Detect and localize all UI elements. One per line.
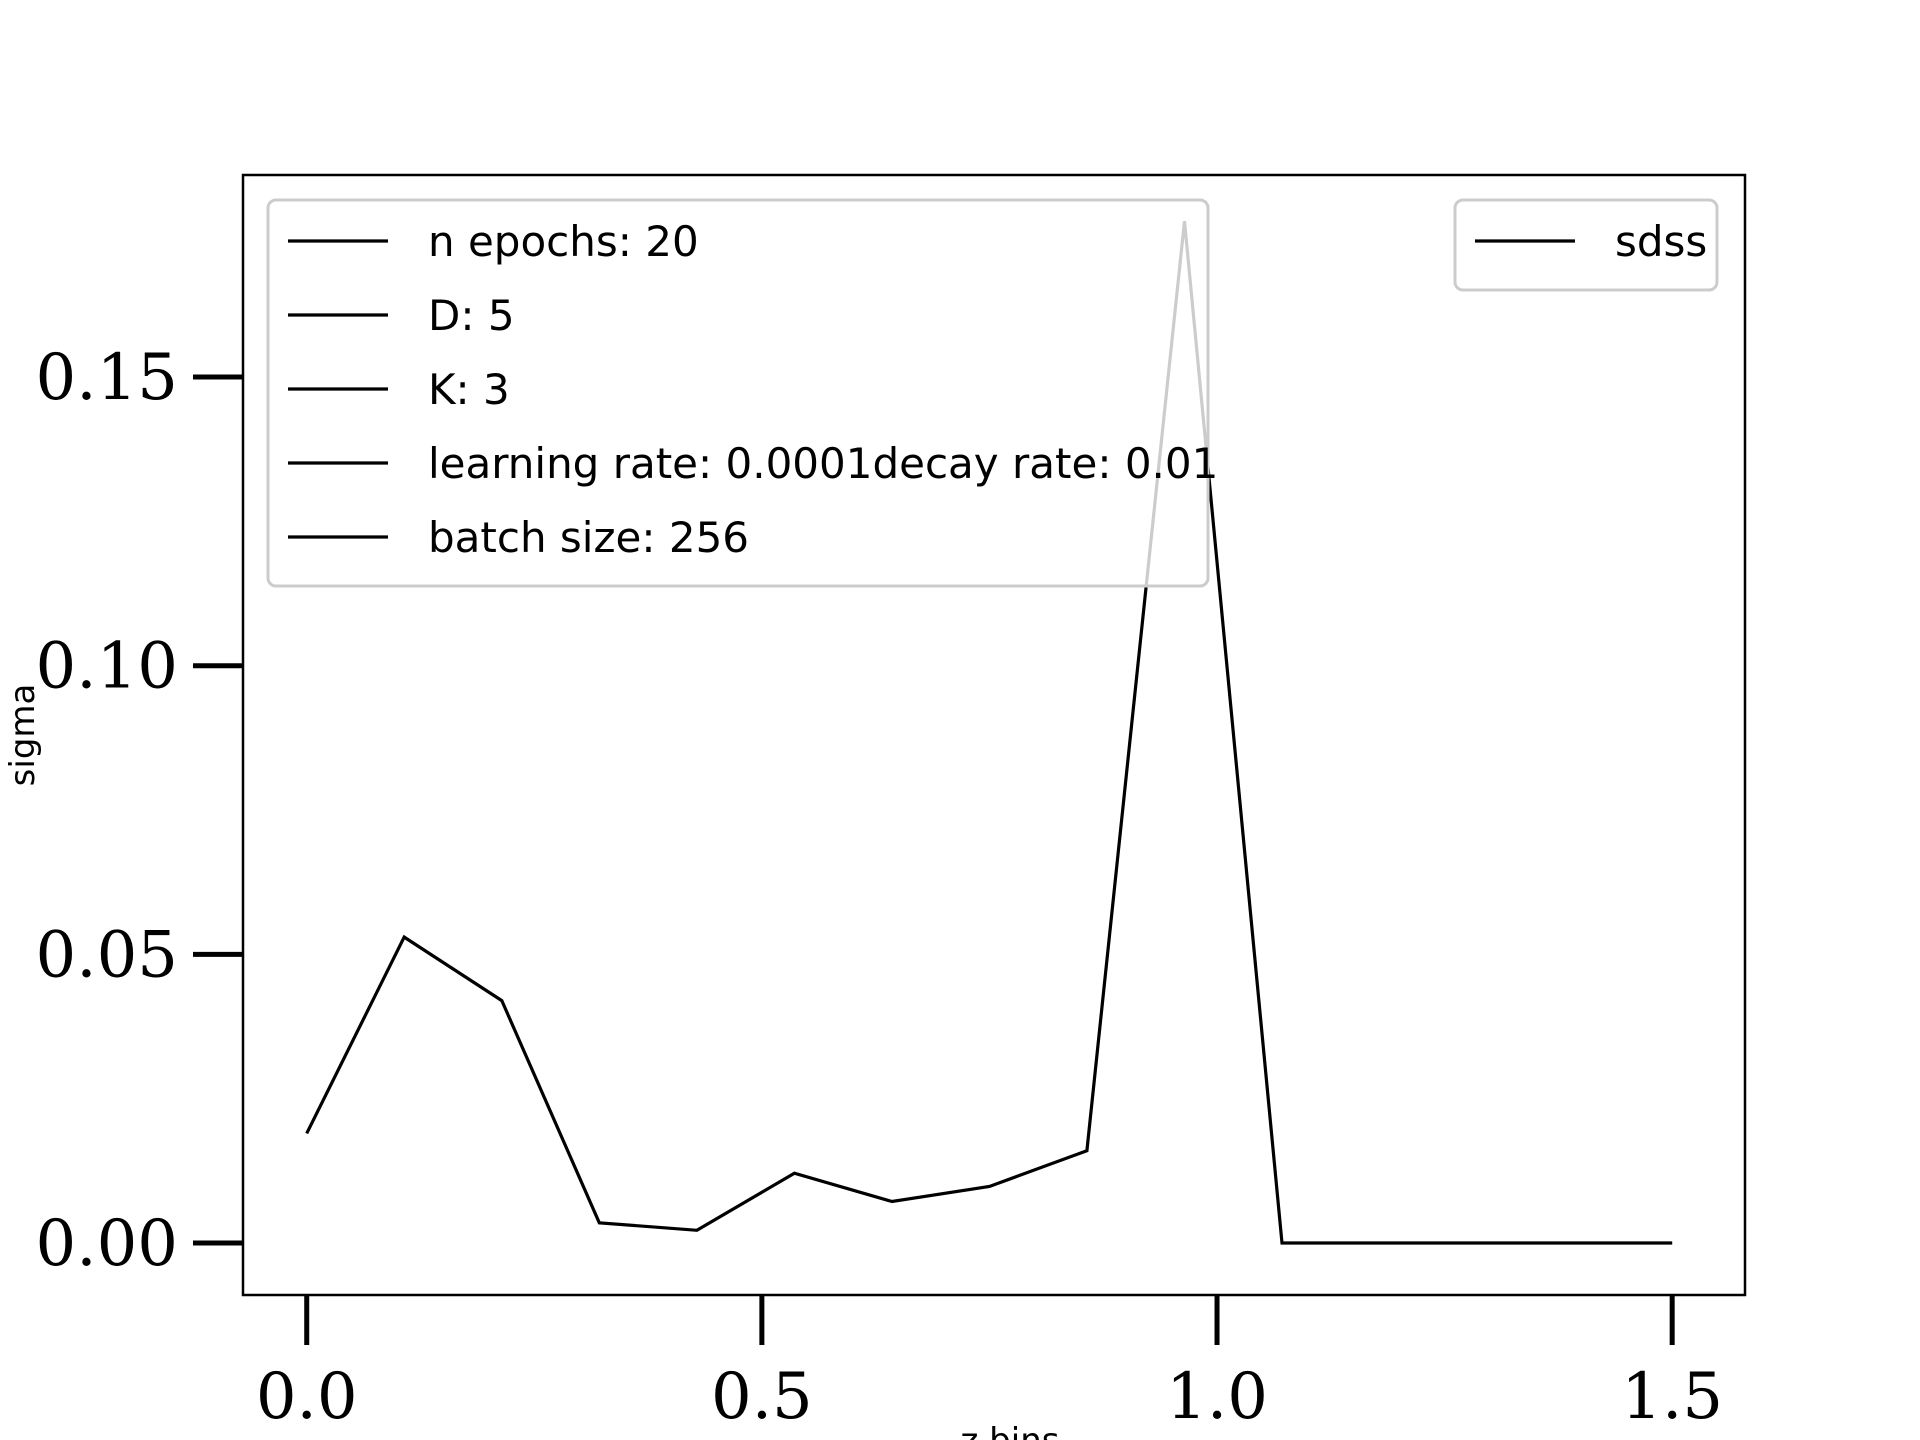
- x-tick-label: 0.5: [711, 1360, 813, 1434]
- legend-entry-label: sdss: [1615, 217, 1707, 266]
- y-tick-label: 0.05: [36, 918, 179, 992]
- x-tick-label: 0.0: [256, 1360, 358, 1434]
- legend-entry-label: D: 5: [428, 291, 515, 340]
- y-axis: 0.00 0.05 0.10 0.15: [36, 341, 243, 1281]
- plot-area-frame: [241, 173, 1747, 1297]
- y-tick-label: 0.10: [36, 630, 179, 704]
- x-axis: 0.0 0.5 1.0 1.5: [256, 1295, 1723, 1434]
- legend-entry-label: n epochs: 20: [428, 217, 699, 266]
- legend-series: sdss: [1453, 198, 1719, 292]
- y-axis-label: sigma: [3, 684, 43, 787]
- x-axis-label: z bins: [961, 1421, 1060, 1440]
- x-tick-label: 1.0: [1166, 1360, 1268, 1434]
- series-layer: [305, 221, 1673, 1245]
- legend-entry-label: K: 3: [428, 365, 510, 414]
- legend-entry-label: batch size: 256: [428, 513, 749, 562]
- y-tick-label: 0.15: [36, 341, 179, 415]
- legend-hyperparameters: n epochs: 20 D: 5 K: 3 learning rate: 0.000…: [266, 198, 1218, 588]
- legend-box: [1453, 198, 1719, 292]
- legend-box: [266, 198, 1210, 588]
- y-tick-label: 0.00: [36, 1207, 179, 1281]
- x-tick-label: 1.5: [1621, 1360, 1723, 1434]
- legend-entry-label: learning rate: 0.0001decay rate: 0.01: [428, 439, 1218, 488]
